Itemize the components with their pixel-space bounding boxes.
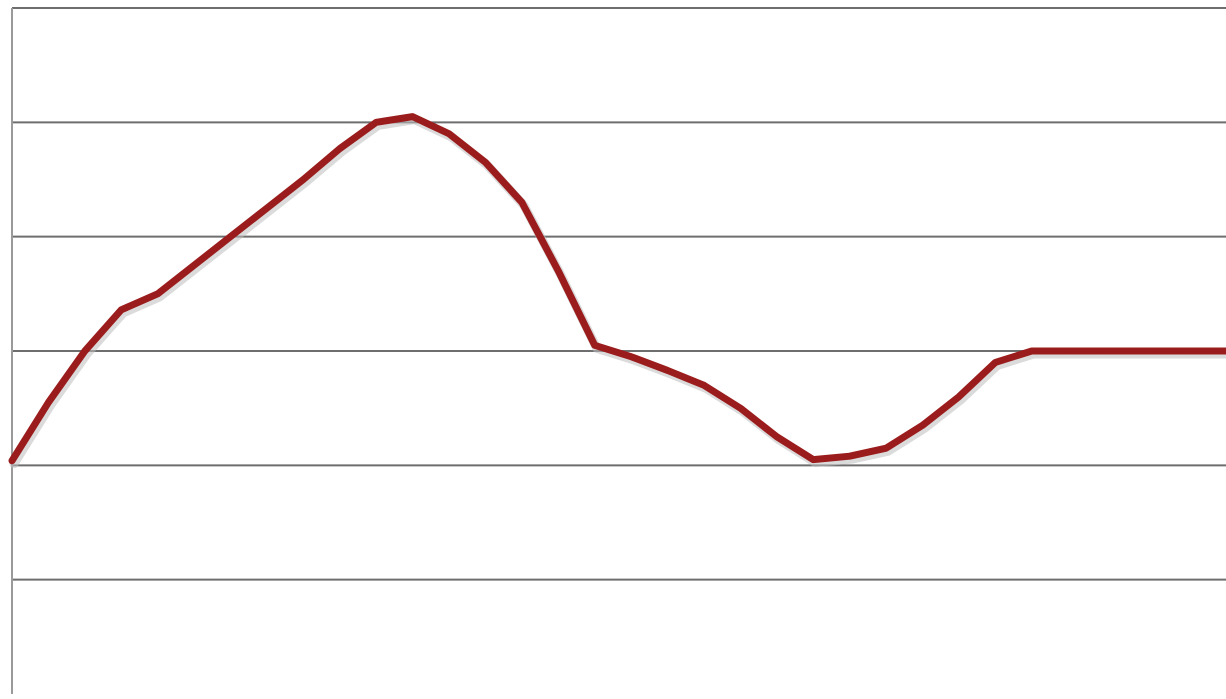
data-point <box>155 291 160 296</box>
data-point <box>10 458 15 463</box>
data-point <box>1102 349 1107 354</box>
data-point <box>519 200 524 205</box>
data-point <box>228 234 233 239</box>
data-point <box>1139 349 1144 354</box>
data-point <box>264 206 269 211</box>
data-point <box>592 343 597 348</box>
data-point <box>665 368 670 373</box>
data-point <box>847 454 852 459</box>
data-point <box>956 394 961 399</box>
data-point <box>192 263 197 268</box>
data-point <box>46 400 51 405</box>
series-layer <box>10 114 1226 464</box>
data-point <box>629 354 634 359</box>
data-point <box>1029 349 1034 354</box>
series-line <box>12 117 1226 461</box>
data-point <box>1175 349 1180 354</box>
data-point <box>119 307 124 312</box>
data-point <box>374 120 379 125</box>
data-point <box>774 434 779 439</box>
data-point <box>483 160 488 165</box>
data-point <box>410 114 415 119</box>
data-point <box>920 423 925 428</box>
gridlines <box>12 8 1226 580</box>
data-point <box>301 177 306 182</box>
data-point <box>556 268 561 273</box>
data-point <box>993 360 998 365</box>
data-point <box>447 131 452 136</box>
data-point <box>82 349 87 354</box>
series-line-shadow <box>14 120 1226 464</box>
data-point <box>811 457 816 462</box>
data-point <box>1066 349 1071 354</box>
data-point <box>884 446 889 451</box>
data-point <box>337 146 342 151</box>
data-point <box>738 406 743 411</box>
data-point <box>701 383 706 388</box>
